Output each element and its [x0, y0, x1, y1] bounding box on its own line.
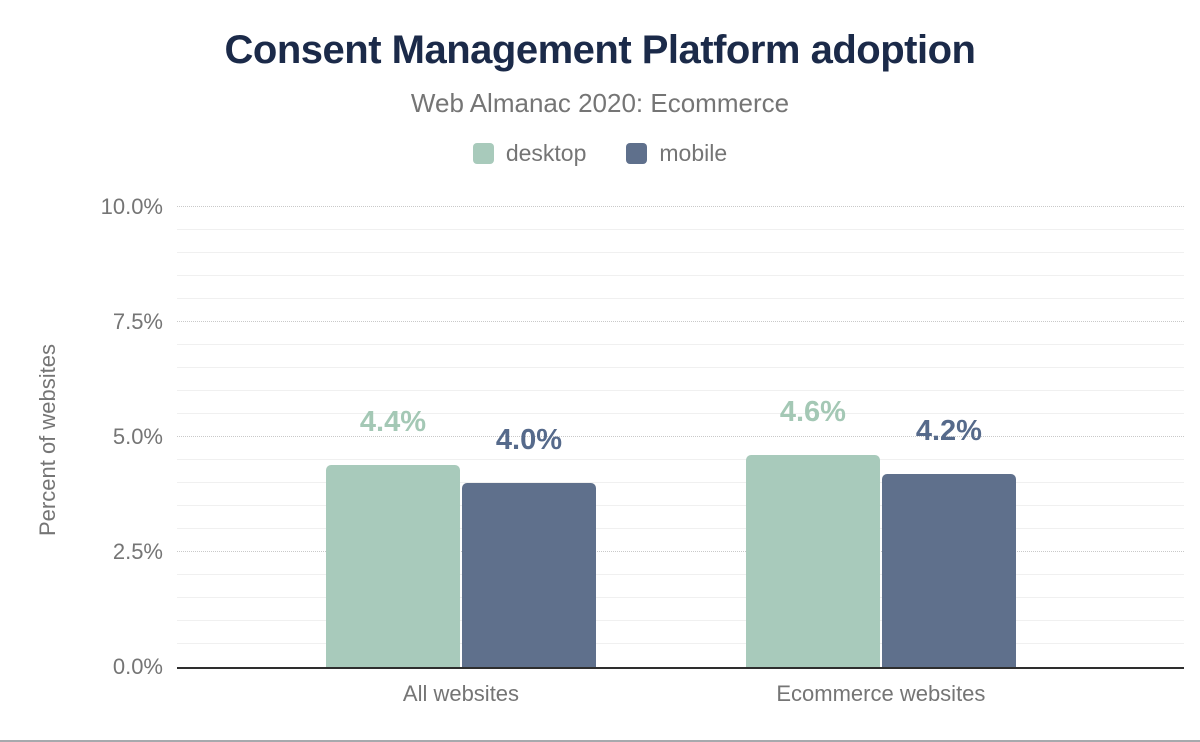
bar-group-1: 4.4% 4.0%	[325, 207, 596, 667]
gridline-minor	[177, 574, 1184, 575]
figure-bottom-border	[0, 740, 1200, 742]
legend-label: desktop	[505, 140, 587, 166]
bar-col-desktop: 4.6%	[745, 207, 880, 667]
gridline-minor	[177, 344, 1184, 345]
legend-item-desktop: desktop	[472, 140, 587, 167]
gridline-minor	[177, 252, 1184, 253]
gridline-minor	[177, 505, 1184, 506]
x-category-label: All websites	[402, 681, 520, 706]
bar-desktop-1[interactable]: 4.4%	[325, 407, 460, 667]
bar-value-label: 4.6%	[779, 396, 846, 429]
bar-value-label: 4.2%	[915, 414, 982, 447]
bar-col-mobile: 4.2%	[881, 207, 1016, 667]
plot-area: 4.4% 4.0% 4.6% 4.2%	[177, 206, 1184, 669]
gridline-minor	[177, 275, 1184, 276]
gridline-minor	[177, 620, 1184, 621]
gridline-minor	[177, 413, 1184, 414]
bar-mobile-2[interactable]: 4.2%	[881, 416, 1016, 667]
legend-item-mobile: mobile	[626, 140, 727, 167]
gridline-major	[177, 551, 1184, 552]
y-tick-label: 7.5%	[112, 309, 163, 334]
legend-swatch-mobile-icon	[626, 143, 648, 164]
chart-legend: desktop mobile	[0, 140, 1200, 167]
gridline-minor	[177, 298, 1184, 299]
bar-col-desktop: 4.4%	[325, 207, 460, 667]
bar-value-label: 4.0%	[495, 424, 563, 456]
gridline-minor	[177, 482, 1184, 483]
chart-subtitle: Web Almanac 2020: Ecommerce	[410, 88, 790, 118]
bar-value-label: 4.4%	[359, 405, 427, 438]
y-tick-label: 0.0%	[112, 654, 163, 679]
bar-col-mobile: 4.0%	[461, 207, 596, 667]
gridline-minor	[177, 390, 1184, 391]
gridline-minor	[177, 528, 1184, 529]
y-tick-label: 10.0%	[100, 194, 163, 219]
y-tick-label: 5.0%	[112, 424, 163, 449]
gridline-major	[177, 206, 1184, 207]
gridline-major	[177, 321, 1184, 322]
x-category-label: Ecommerce websites	[776, 681, 986, 706]
gridline-minor	[177, 643, 1184, 644]
bar-mobile-1[interactable]: 4.0%	[461, 426, 596, 667]
y-axis-ticks: 0.0% 2.5% 5.0% 7.5% 10.0%	[0, 196, 163, 678]
gridline-minor	[177, 367, 1184, 368]
chart-title: Consent Management Platform adoption	[224, 28, 976, 72]
bar-desktop-2[interactable]: 4.6%	[745, 398, 880, 667]
legend-swatch-desktop-icon	[472, 143, 494, 164]
gridline-minor	[177, 459, 1184, 460]
gridline-minor	[177, 597, 1184, 598]
gridline-minor	[177, 229, 1184, 230]
x-axis-labels: All websites Ecommerce websites	[177, 667, 1184, 713]
y-tick-label: 2.5%	[112, 539, 163, 564]
legend-label: mobile	[659, 140, 728, 166]
bar-group-2: 4.6% 4.2%	[745, 207, 1016, 667]
gridline-major	[177, 436, 1184, 437]
